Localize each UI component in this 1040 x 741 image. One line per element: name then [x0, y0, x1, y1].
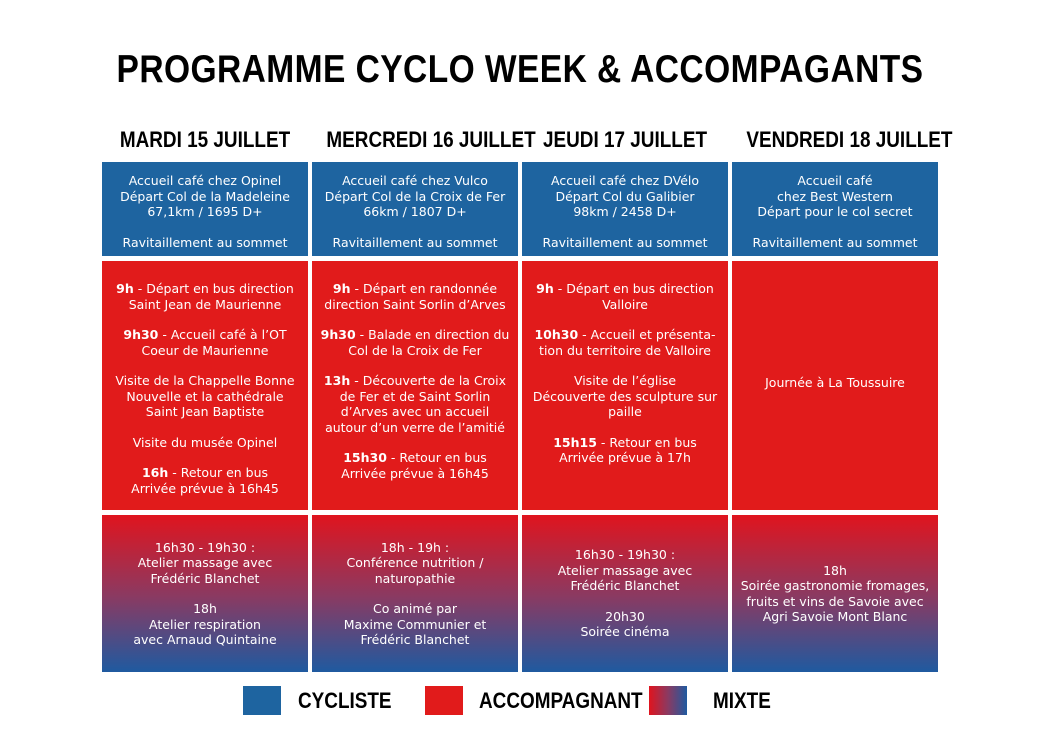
day-header: JEUDI 17 JUILLET	[542, 127, 708, 152]
mixte-cell: 18h - 19h : Conférence nutrition / natur…	[312, 515, 518, 672]
activity-text: Accueil et présenta- tion du territoire …	[539, 327, 716, 358]
ravitaillement-text: Ravitaillement au sommet	[122, 234, 288, 250]
activity-item: 15h15 - Retour en bus Arrivée prévue à 1…	[553, 434, 697, 466]
mixte-activity: 18h Atelier respiration avec Arnaud Quin…	[133, 601, 277, 647]
activity-text: Départ en bus direction Saint Jean de Ma…	[128, 281, 294, 312]
activity-text: Retour en bus Arrivée prévue à 16h45	[131, 465, 279, 496]
activity-text: Visite du musée Opinel	[132, 434, 278, 450]
activity-item: Journée à La Toussuire	[765, 375, 905, 391]
page-title: PROGRAMME CYCLO WEEK & ACCOMPAGANTS	[116, 48, 924, 91]
cycliste-text: Accueil café chez Opinel Départ Col de l…	[120, 173, 290, 219]
accompagnant-cell: 9h - Départ en bus direction Valloire 10h…	[522, 261, 728, 510]
day-header: VENDREDI 18 JUILLET	[746, 127, 953, 152]
mixte-cell: 16h30 - 19h30 : Atelier massage avec Fré…	[102, 515, 308, 672]
accompagnant-cell: 9h - Départ en randonnée direction Saint…	[312, 261, 518, 510]
activity-item: 9h - Départ en bus direction Valloire	[536, 281, 714, 312]
activity-text: Balade en direction du Col de la Croix d…	[348, 327, 510, 358]
activity-item: 16h - Retour en bus Arrivée prévue à 16h…	[131, 465, 279, 496]
activity-time: 9h	[536, 281, 554, 296]
activity-item: 9h30 - Balade en direction du Col de la …	[320, 327, 510, 358]
day-header: MARDI 15 JUILLET	[119, 127, 291, 152]
activity-time: 9h	[116, 281, 134, 296]
activity-time: 9h	[332, 281, 351, 296]
ravitaillement-text: Ravitaillement au sommet	[542, 234, 708, 250]
legend-swatch-cycliste	[243, 686, 281, 715]
activity-item: 9h30 - Accueil café à l’OT Coeur de Maur…	[123, 327, 287, 358]
activity-time: 10h30	[534, 327, 579, 342]
activity-text: Découverte de la Croix de Fer et de Sain…	[325, 373, 507, 435]
activity-item: 10h30 - Accueil et présenta- tion du ter…	[534, 327, 716, 358]
mixte-activity: 18h - 19h : Conférence nutrition / natur…	[346, 539, 484, 586]
activity-text: Accueil café à l’OT Coeur de Maurienne	[141, 327, 287, 358]
activity-text: Visite de la Chappelle Bonne Nouvelle et…	[115, 373, 295, 419]
accompagnant-cell: 9h - Départ en bus direction Saint Jean …	[102, 261, 308, 510]
activity-time: 16h	[141, 465, 169, 480]
mixte-activity: 16h30 - 19h30 : Atelier massage avec Fré…	[557, 547, 693, 594]
ravitaillement-text: Ravitaillement au sommet	[752, 234, 918, 250]
ravitaillement-text: Ravitaillement au sommet	[332, 234, 498, 250]
accompagnant-cell: Journée à La Toussuire	[732, 261, 938, 510]
activity-time: 15h30	[343, 450, 387, 465]
legend-swatch-accompagnant	[425, 686, 463, 715]
cycliste-cell: Accueil café chez Vulco Départ Col de la…	[312, 162, 518, 256]
legend-label-cycliste: CYCLISTE	[298, 688, 392, 713]
mixte-cell: 16h30 - 19h30 : Atelier massage avec Fré…	[522, 515, 728, 672]
cycliste-cell: Accueil café chez Opinel Départ Col de l…	[102, 162, 308, 256]
activity-time: 9h30	[123, 327, 159, 342]
cycliste-text: Accueil café chez DVélo Départ Col du Ga…	[550, 173, 700, 219]
activity-time: 9h30	[320, 327, 356, 342]
activity-text: Retour en bus Arrivée prévue à 17h	[559, 434, 697, 466]
activity-text: Départ en randonnée direction Saint Sorl…	[324, 281, 506, 312]
mixte-activity: 18h Soirée gastronomie fromages, fruits …	[740, 562, 930, 625]
activity-item: Visite de l’église Découverte des sculpt…	[533, 373, 717, 420]
activity-text: Départ en bus direction Valloire	[566, 281, 714, 312]
legend-swatch-mixte	[649, 686, 687, 715]
mixte-activity: 16h30 - 19h30 : Atelier massage avec Fré…	[137, 539, 273, 586]
cycliste-cell: Accueil café chez DVélo Départ Col du Ga…	[522, 162, 728, 256]
activity-item: 15h30 - Retour en bus Arrivée prévue à 1…	[341, 450, 489, 481]
activity-text: Visite de l’église Découverte des sculpt…	[532, 373, 718, 419]
activity-item: 9h - Départ en randonnée direction Saint…	[324, 281, 506, 312]
activity-text: Journée à La Toussuire	[765, 374, 905, 390]
activity-text: Retour en bus Arrivée prévue à 16h45	[341, 450, 489, 481]
mixte-activity: Co animé par Maxime Communier et Frédéri…	[343, 601, 487, 647]
legend-label-mixte: MIXTE	[713, 688, 771, 713]
activity-time: 13h	[323, 373, 351, 388]
day-header: MERCREDI 16 JUILLET	[326, 127, 536, 152]
legend-label-accompagnant: ACCOMPAGNANT	[479, 688, 643, 713]
activity-item: Visite de la Chappelle Bonne Nouvelle et…	[115, 373, 294, 420]
activity-time: 15h15	[553, 434, 597, 450]
cycliste-text: Accueil café chez Vulco Départ Col de la…	[324, 173, 506, 219]
cycliste-cell: Accueil café chez Best Western Départ po…	[732, 162, 938, 256]
activity-item: 13h - Découverte de la Croix de Fer et d…	[323, 373, 507, 435]
activity-item: Visite du musée Opinel	[133, 435, 277, 451]
activity-item: 9h - Départ en bus direction Saint Jean …	[116, 281, 294, 312]
mixte-activity: 20h30 Soirée cinéma	[580, 608, 670, 640]
mixte-cell: 18h Soirée gastronomie fromages, fruits …	[732, 515, 938, 672]
cycliste-text: Accueil café chez Best Western Départ po…	[757, 173, 913, 219]
